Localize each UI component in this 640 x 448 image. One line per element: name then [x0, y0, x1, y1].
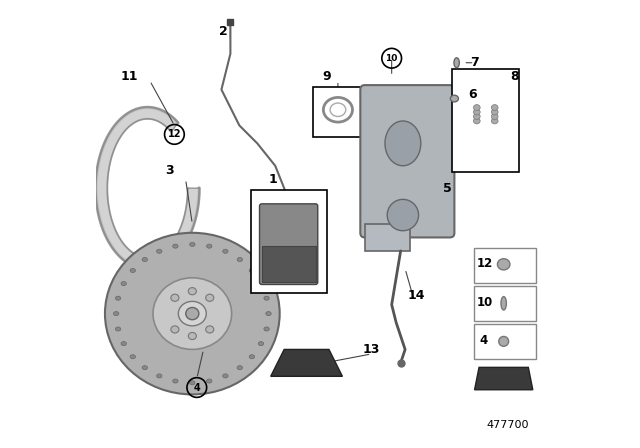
Ellipse shape [223, 249, 228, 253]
Text: 4: 4 [193, 383, 200, 392]
Ellipse shape [121, 282, 126, 286]
Ellipse shape [205, 326, 214, 333]
Ellipse shape [153, 278, 232, 349]
Ellipse shape [492, 114, 498, 120]
Ellipse shape [266, 312, 271, 315]
Text: 7: 7 [470, 56, 479, 69]
FancyBboxPatch shape [260, 204, 317, 284]
Text: 10: 10 [477, 296, 493, 309]
Ellipse shape [171, 326, 179, 333]
Text: 13: 13 [363, 343, 380, 356]
Ellipse shape [113, 312, 119, 315]
Text: 2: 2 [220, 25, 228, 38]
Ellipse shape [259, 341, 264, 345]
Ellipse shape [330, 103, 346, 116]
FancyBboxPatch shape [474, 286, 536, 321]
Ellipse shape [264, 327, 269, 331]
Ellipse shape [142, 258, 148, 262]
Ellipse shape [237, 258, 243, 262]
Ellipse shape [387, 199, 419, 231]
Ellipse shape [188, 288, 196, 295]
Text: 4: 4 [479, 334, 487, 347]
Ellipse shape [492, 109, 498, 115]
Ellipse shape [223, 374, 228, 378]
Polygon shape [475, 367, 533, 390]
Polygon shape [271, 349, 342, 376]
Ellipse shape [189, 381, 195, 385]
Ellipse shape [130, 355, 136, 359]
Ellipse shape [501, 297, 506, 310]
Ellipse shape [474, 109, 480, 115]
Ellipse shape [173, 379, 178, 383]
Ellipse shape [157, 374, 162, 378]
Ellipse shape [492, 118, 498, 124]
Text: 3: 3 [166, 164, 174, 177]
Text: 8: 8 [511, 69, 519, 83]
Ellipse shape [207, 379, 212, 383]
Ellipse shape [237, 366, 243, 370]
FancyBboxPatch shape [360, 85, 454, 237]
Ellipse shape [171, 294, 179, 302]
Ellipse shape [142, 366, 148, 370]
Ellipse shape [173, 244, 178, 248]
Ellipse shape [249, 268, 255, 272]
Ellipse shape [451, 95, 458, 102]
PathPatch shape [96, 108, 199, 269]
Bar [365, 224, 410, 251]
Ellipse shape [497, 259, 510, 270]
Ellipse shape [264, 296, 269, 300]
Ellipse shape [205, 294, 214, 302]
Ellipse shape [188, 332, 196, 340]
Ellipse shape [474, 118, 480, 124]
Ellipse shape [121, 341, 126, 345]
Ellipse shape [474, 104, 480, 110]
Ellipse shape [207, 244, 212, 248]
Ellipse shape [492, 104, 498, 110]
Ellipse shape [474, 114, 480, 120]
Ellipse shape [179, 302, 206, 326]
Text: 12: 12 [168, 129, 181, 139]
Text: 1: 1 [269, 172, 277, 186]
FancyBboxPatch shape [474, 324, 536, 359]
Text: 11: 11 [121, 69, 138, 83]
FancyBboxPatch shape [251, 190, 327, 293]
Text: 10: 10 [385, 54, 398, 63]
Text: 12: 12 [477, 257, 493, 270]
FancyBboxPatch shape [314, 87, 362, 137]
Ellipse shape [454, 58, 460, 68]
Ellipse shape [115, 327, 121, 331]
Ellipse shape [259, 282, 264, 286]
Bar [262, 246, 316, 282]
Ellipse shape [323, 98, 353, 122]
Ellipse shape [130, 268, 136, 272]
Ellipse shape [186, 307, 199, 320]
Ellipse shape [385, 121, 421, 166]
Ellipse shape [249, 355, 255, 359]
Ellipse shape [499, 336, 509, 346]
Ellipse shape [189, 242, 195, 246]
Text: 6: 6 [468, 87, 477, 101]
Text: 477700: 477700 [487, 420, 529, 430]
Text: 14: 14 [408, 289, 425, 302]
Ellipse shape [105, 233, 280, 394]
Text: 9: 9 [323, 69, 331, 83]
Ellipse shape [115, 296, 121, 300]
FancyBboxPatch shape [474, 248, 536, 283]
Text: 5: 5 [444, 181, 452, 195]
FancyBboxPatch shape [452, 69, 520, 172]
Ellipse shape [157, 249, 162, 253]
